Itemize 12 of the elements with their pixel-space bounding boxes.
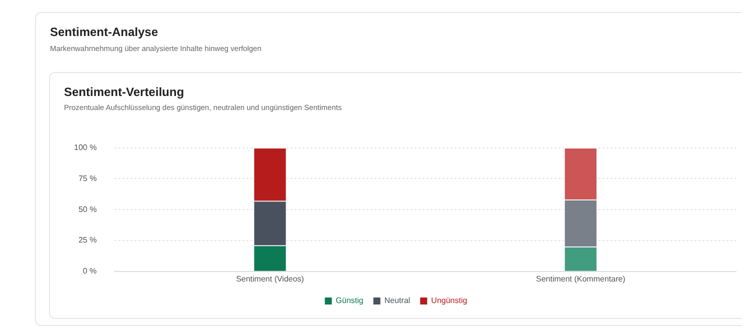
x-tick-label: Sentiment (Kommentare) <box>536 274 626 284</box>
y-tick-label: 100 % <box>74 143 97 152</box>
legend-label: Neutral <box>384 296 410 306</box>
y-tick-label: 75 % <box>78 174 97 183</box>
y-tick-label: 50 % <box>78 204 97 214</box>
y-tick-label: 0 % <box>82 266 97 276</box>
legend-label: Ungünstig <box>431 296 468 306</box>
chart-title: Sentiment-Verteilung <box>64 85 184 99</box>
text: Sentiment-Analyse <box>50 25 158 39</box>
x-tick-label: Sentiment (Videos) <box>236 274 304 284</box>
legend-label: Günstig <box>336 296 364 306</box>
y-tick-label: 25 % <box>78 236 97 245</box>
